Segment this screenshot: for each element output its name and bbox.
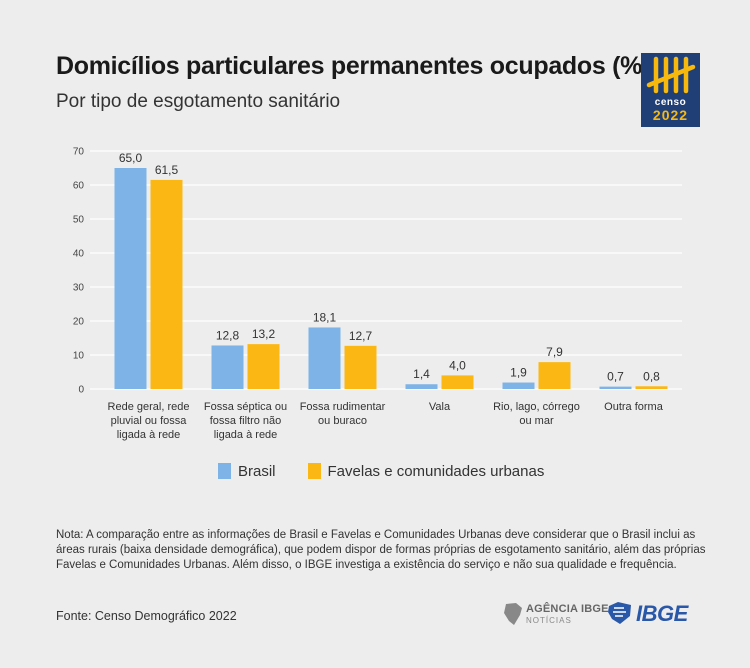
y-tick-label: 60 <box>73 181 85 192</box>
censo-logo-year: 2022 <box>652 107 689 123</box>
bar <box>502 382 535 389</box>
agencia-map-icon <box>504 603 522 625</box>
data-label: 7,9 <box>546 345 563 359</box>
bar <box>150 179 183 389</box>
chart-legend: Brasil Favelas e comunidades urbanas <box>218 461 576 481</box>
agencia-logo-name: AGÊNCIA IBGE <box>526 603 609 615</box>
data-label: 12,7 <box>349 329 373 343</box>
x-tick-label: pluvial ou fossa <box>111 415 188 427</box>
bar <box>247 344 280 389</box>
bar <box>308 327 341 389</box>
bar <box>211 345 244 389</box>
bar <box>405 384 438 389</box>
source-text: Fonte: Censo Demográfico 2022 <box>56 609 237 623</box>
legend-item-brasil: Brasil <box>218 463 276 480</box>
censo-logo-text: censo <box>654 97 687 108</box>
bar <box>599 386 632 389</box>
data-label: 13,2 <box>252 327 276 341</box>
legend-item-favelas: Favelas e comunidades urbanas <box>307 462 545 480</box>
y-tick-label: 20 <box>73 317 85 328</box>
bar <box>635 386 668 389</box>
legend-label-favelas: Favelas e comunidades urbanas <box>327 462 545 480</box>
tally-marks-icon <box>646 56 696 94</box>
x-tick-label: ligada à rede <box>214 429 278 441</box>
chart-title: Domicílios particulares permanentes ocup… <box>56 52 651 80</box>
data-label: 1,4 <box>413 367 430 381</box>
data-label: 1,9 <box>510 366 527 380</box>
data-label: 4,0 <box>449 358 466 372</box>
x-tick-label: Fossa rudimentar <box>300 401 386 413</box>
x-tick-label: Vala <box>429 401 451 413</box>
data-label: 12,8 <box>216 328 240 342</box>
agencia-logo-sub: NOTÍCIAS <box>526 616 572 625</box>
footnote: Nota: A comparação entre as informações … <box>56 529 706 571</box>
ibge-map-icon <box>608 602 631 624</box>
bar <box>441 375 474 389</box>
bar <box>114 168 147 389</box>
x-tick-label: Fossa séptica ou <box>204 401 287 413</box>
y-tick-label: 10 <box>73 351 85 362</box>
legend-swatch-brasil <box>218 463 231 479</box>
data-label: 61,5 <box>155 163 179 177</box>
bar <box>344 345 377 389</box>
ibge-logo-text: IBGE <box>636 601 688 626</box>
bar <box>538 362 571 389</box>
y-tick-label: 40 <box>73 249 85 260</box>
agencia-ibge-logo: AGÊNCIA IBGE NOTÍCIAS <box>500 601 608 627</box>
bar-chart: 0 10 20 30 40 50 60 70 65,0 61,5 Rede geral, rede p… <box>73 147 682 441</box>
y-tick-label: 0 <box>78 385 84 396</box>
y-tick-label: 30 <box>73 283 85 294</box>
x-tick-label: Rede geral, rede <box>108 401 190 413</box>
data-label: 0,8 <box>643 369 660 383</box>
ibge-logo: IBGE <box>606 600 702 628</box>
data-label: 0,7 <box>607 370 624 384</box>
x-tick-label: ou buraco <box>318 415 367 427</box>
x-tick-label: Rio, lago, córrego <box>493 401 580 413</box>
data-label: 18,1 <box>313 310 337 324</box>
x-tick-label: ou mar <box>519 415 554 427</box>
chart-subtitle: Por tipo de esgotamento sanitário <box>56 91 341 112</box>
data-label: 65,0 <box>119 151 143 165</box>
y-tick-label: 70 <box>73 147 85 158</box>
legend-swatch-favelas <box>307 463 321 479</box>
x-tick-label: Outra forma <box>604 401 664 413</box>
legend-label-brasil: Brasil <box>238 462 276 480</box>
x-tick-label: fossa filtro não <box>210 415 282 427</box>
censo-2022-logo: censo 2022 <box>641 53 700 127</box>
x-tick-label: ligada à rede <box>117 429 181 441</box>
y-tick-label: 50 <box>73 215 85 226</box>
